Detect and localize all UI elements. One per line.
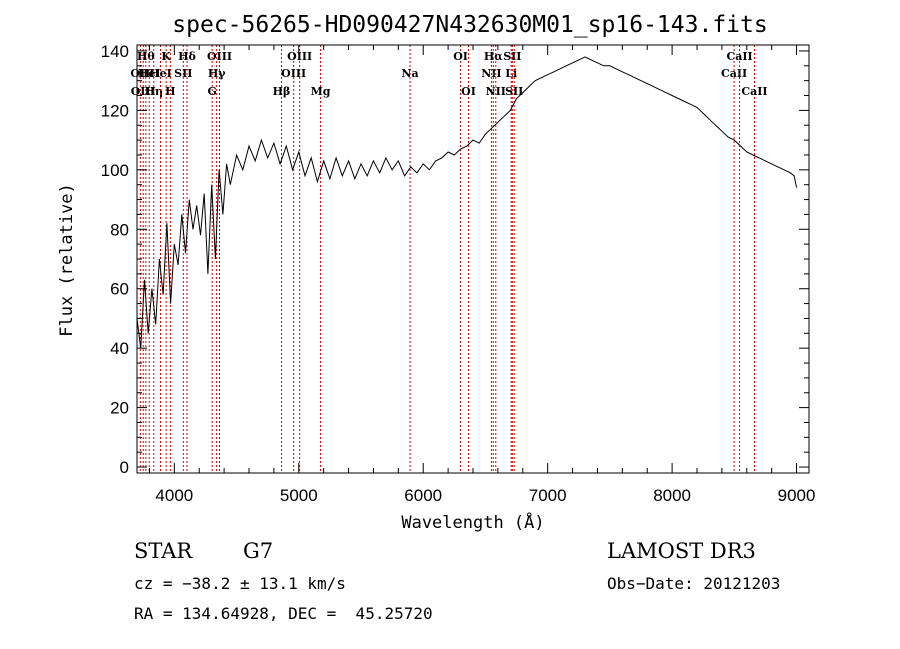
x-axis-ticks: 4000 5000 6000 7000 8000 9000 xyxy=(148,45,816,505)
line-marker-label: Hα xyxy=(484,50,503,63)
line-marker-label: SII xyxy=(505,85,523,98)
spectrum-line xyxy=(136,56,798,349)
y-tick-label: 60 xyxy=(110,280,129,299)
y-axis-ticks: 0 20 40 60 80 100 120 140 xyxy=(101,42,809,477)
y-tick-label: 40 xyxy=(110,339,129,358)
line-marker-label: Hγ xyxy=(208,67,226,80)
y-tick-label: 20 xyxy=(110,399,129,418)
line-marker-label: Hη xyxy=(145,85,163,98)
line-marker-label: K xyxy=(161,50,171,63)
x-tick-label: 5000 xyxy=(280,486,318,505)
x-tick-label: 9000 xyxy=(778,486,816,505)
y-tick-label: 140 xyxy=(101,42,129,61)
x-tick-label: 4000 xyxy=(155,486,193,505)
y-tick-label: 100 xyxy=(101,161,129,180)
line-marker-label: SII xyxy=(503,50,521,63)
y-tick-label: 120 xyxy=(101,101,129,120)
line-marker-label: CaII xyxy=(721,67,747,80)
line-marker-label: CaII xyxy=(726,50,752,63)
line-marker-label: HeI xyxy=(149,67,172,80)
object-subclass: G7 xyxy=(243,539,274,563)
x-tick-label: 8000 xyxy=(653,486,691,505)
line-marker-label: Hδ xyxy=(178,50,196,63)
x-tick-label: 6000 xyxy=(404,486,442,505)
x-tick-label: 7000 xyxy=(529,486,567,505)
line-marker-label: G xyxy=(207,85,216,98)
line-marker-label: HeI xyxy=(138,67,161,80)
x-axis-label: Wavelength (Å) xyxy=(401,511,544,533)
line-marker-label: H xyxy=(165,85,175,98)
line-markers: OIIOIIIHθHeIHηHeIKHSIIHδGHγOIIIHβOIIIOII… xyxy=(130,45,768,473)
plot-frame xyxy=(136,44,810,474)
spectrum-chart: spec-56265-HD090427N432630M01_sp16-143.f… xyxy=(57,12,816,533)
survey-name: LAMOST DR3 xyxy=(607,539,756,563)
line-marker-label: OI xyxy=(461,85,476,98)
line-marker-label: SII xyxy=(174,67,192,80)
y-axis-label: Flux (relative) xyxy=(57,183,77,337)
redshift-readout: cz = −38.2 ± 13.1 km/s xyxy=(134,574,346,593)
y-tick-label: 80 xyxy=(110,220,129,239)
line-marker-label: CaII xyxy=(741,85,767,98)
line-marker-label: OII xyxy=(130,67,150,80)
chart-title: spec-56265-HD090427N432630M01_sp16-143.f… xyxy=(172,12,767,38)
line-marker-label: NII xyxy=(486,85,506,98)
line-marker-label: Na xyxy=(401,67,418,80)
line-marker-label: OIII xyxy=(207,50,232,63)
y-tick-label: 0 xyxy=(120,458,129,477)
line-marker-label: Hβ xyxy=(273,85,291,98)
line-marker-label: Mg xyxy=(311,85,331,98)
line-marker-label: OI xyxy=(453,50,468,63)
line-marker-label: NII xyxy=(481,67,501,80)
observation-date: Obs−Date: 20121203 xyxy=(607,574,781,593)
line-marker-label: OIII xyxy=(281,67,306,80)
coordinates-readout: RA = 134.64928, DEC = 45.25720 xyxy=(134,604,433,623)
line-marker-label: Hθ xyxy=(137,50,155,63)
line-marker-label: OIII xyxy=(287,50,312,63)
object-class: STAR xyxy=(134,539,193,563)
line-marker-label: Li xyxy=(505,67,517,80)
